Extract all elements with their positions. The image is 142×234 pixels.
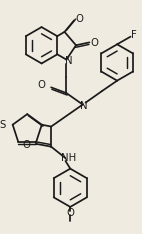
Text: O: O — [75, 15, 83, 24]
Text: NH: NH — [61, 153, 76, 163]
Text: N: N — [80, 101, 87, 110]
Text: N: N — [65, 55, 72, 66]
Text: F: F — [130, 30, 136, 40]
Text: O: O — [22, 140, 30, 150]
Text: O: O — [37, 80, 45, 90]
Text: O: O — [90, 38, 98, 48]
Text: S: S — [0, 120, 6, 130]
Text: O: O — [66, 208, 74, 218]
